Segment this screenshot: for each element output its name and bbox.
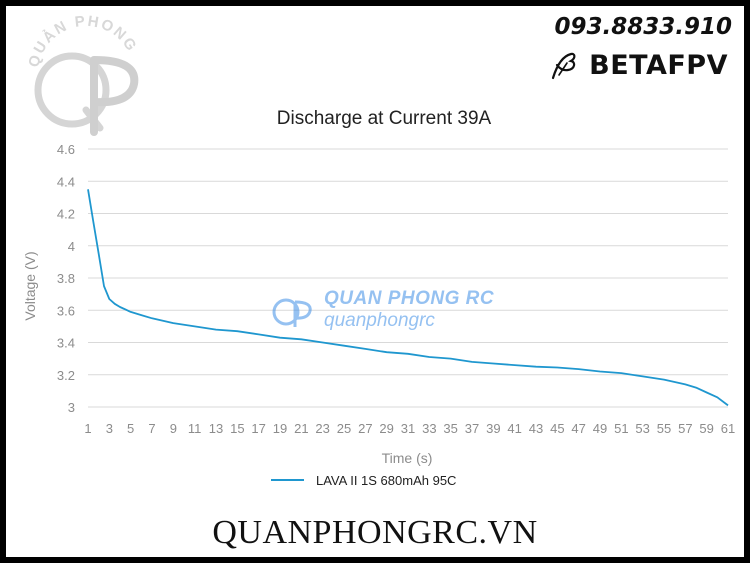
x-tick-label: 21 <box>294 421 308 436</box>
x-tick-label: 15 <box>230 421 244 436</box>
x-tick-label: 33 <box>422 421 436 436</box>
quan-phong-logo: QUẢN PHONG <box>16 12 156 147</box>
x-tick-label: 59 <box>699 421 713 436</box>
y-tick-label: 3.8 <box>57 271 75 286</box>
series-line-lava-ii <box>87 189 729 407</box>
brand-name: BETAFPV <box>589 50 728 81</box>
phone-number: 093.8833.910 <box>554 14 732 40</box>
watermark-title: QUAN PHONG RC <box>324 288 495 309</box>
x-tick-label: 29 <box>379 421 393 436</box>
x-tick-label: 55 <box>657 421 671 436</box>
x-tick-label: 5 <box>127 421 134 436</box>
y-tick-label: 3.2 <box>57 368 75 383</box>
x-tick-label: 23 <box>315 421 329 436</box>
x-tick-label: 3 <box>106 421 113 436</box>
x-tick-label: 13 <box>209 421 223 436</box>
legend-label: LAVA II 1S 680mAh 95C <box>316 473 456 488</box>
watermark: QUAN PHONG RC quanphongrc <box>268 288 494 332</box>
x-tick-label: 39 <box>486 421 500 436</box>
qp-logo-icon: QUẢN PHONG <box>25 13 139 136</box>
x-axis-ticks: 1 3 5 7 9 11 13 15 17 19 21 23 25 27 29 31 33 35 37 39 41 43 4… <box>84 421 735 436</box>
y-tick-label: 3 <box>68 400 75 415</box>
watermark-subtitle: quanphongrc <box>324 310 435 331</box>
x-tick-label: 1 <box>84 421 91 436</box>
x-tick-label: 31 <box>401 421 415 436</box>
chart-title: Discharge at Current 39A <box>277 108 492 129</box>
y-tick-label: 4 <box>68 239 75 254</box>
brand-block: BETAFPV <box>549 50 728 81</box>
x-tick-label: 53 <box>635 421 649 436</box>
legend: LAVA II 1S 680mAh 95C <box>271 473 456 488</box>
y-axis-ticks: 3 3.2 3.4 3.6 3.8 4 4.2 4.4 4.6 <box>57 142 75 415</box>
y-tick-label: 4.2 <box>57 207 75 222</box>
y-tick-label: 3.6 <box>57 303 75 318</box>
discharge-chart: Discharge at Current 39A 3 3.2 3.4 3.6 3.8 4 4… <box>22 108 735 488</box>
page: QUẢN PHONG 093.8833.910 BETAFPV Discharg… <box>6 6 744 557</box>
x-tick-label: 41 <box>507 421 521 436</box>
footer-site: QUANPHONGRC.VN <box>212 514 538 551</box>
x-tick-label: 11 <box>188 421 202 436</box>
x-tick-label: 9 <box>170 421 177 436</box>
x-tick-label: 51 <box>614 421 628 436</box>
x-tick-label: 37 <box>465 421 479 436</box>
y-axis-label: Voltage (V) <box>22 251 38 320</box>
betafpv-logo-icon <box>552 52 576 79</box>
y-tick-label: 4.4 <box>57 174 75 189</box>
x-tick-label: 35 <box>443 421 457 436</box>
x-tick-label: 17 <box>251 421 265 436</box>
x-tick-label: 45 <box>550 421 564 436</box>
x-tick-label: 43 <box>529 421 543 436</box>
x-axis-label: Time (s) <box>382 450 433 466</box>
chart-grid <box>88 148 728 408</box>
x-tick-label: 61 <box>721 421 735 436</box>
y-tick-label: 3.4 <box>57 336 75 351</box>
x-tick-label: 19 <box>273 421 287 436</box>
x-tick-label: 7 <box>148 421 155 436</box>
y-tick-label: 4.6 <box>57 142 75 157</box>
watermark-logo-icon <box>272 298 312 327</box>
x-tick-label: 47 <box>571 421 585 436</box>
x-tick-label: 49 <box>593 421 607 436</box>
x-tick-label: 27 <box>358 421 372 436</box>
x-tick-label: 57 <box>678 421 692 436</box>
x-tick-label: 25 <box>337 421 351 436</box>
